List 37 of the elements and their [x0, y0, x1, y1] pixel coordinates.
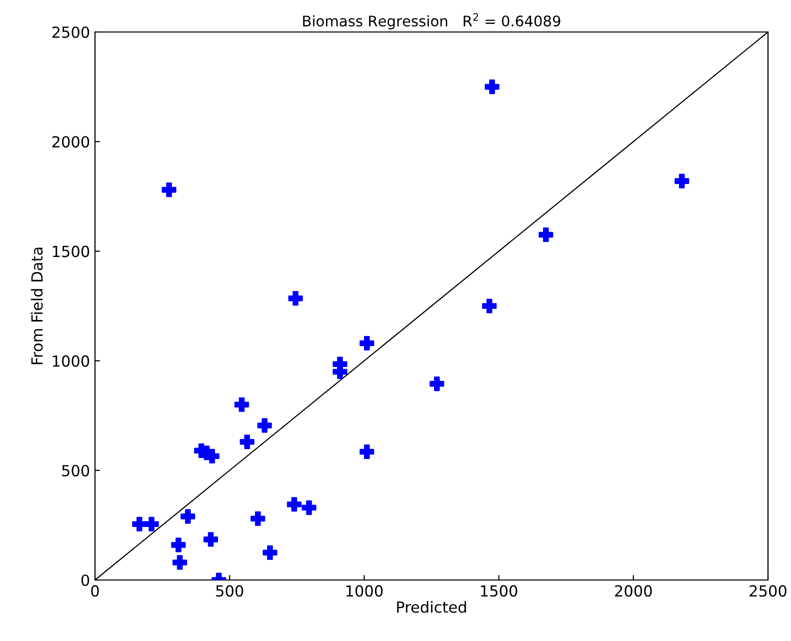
chart-title: Biomass Regression R$^{2}$ = 0.64089 — [303, 13, 560, 30]
point — [257, 418, 272, 433]
y-tick-label: 1500 — [52, 246, 90, 258]
point — [162, 182, 176, 198]
point — [360, 336, 374, 351]
point — [430, 376, 444, 392]
point — [180, 509, 196, 524]
point — [171, 538, 186, 552]
point — [286, 497, 302, 512]
y-tick-label: 0 — [81, 574, 90, 586]
point — [302, 500, 316, 515]
point — [482, 298, 497, 314]
point — [288, 291, 303, 306]
point — [484, 80, 500, 94]
x-axis-title: Predicted — [397, 601, 466, 613]
point — [538, 227, 554, 242]
point — [203, 532, 218, 547]
x-tick-label: 2000 — [615, 585, 652, 597]
point — [262, 545, 278, 560]
point — [674, 174, 690, 188]
x-tick-label: 0 — [91, 585, 99, 597]
point — [132, 516, 147, 532]
y-tick-label: 1000 — [52, 355, 90, 367]
x-tick-label: 1000 — [346, 585, 383, 597]
point — [172, 555, 188, 570]
point — [360, 444, 374, 460]
point — [250, 511, 266, 526]
point — [240, 434, 254, 450]
y-axis-title: From Field Data — [30, 248, 43, 364]
y-tick-label: 2500 — [52, 26, 90, 38]
point — [144, 516, 159, 532]
y-tick-label: 2000 — [52, 136, 90, 148]
x-tick-label: 2500 — [750, 585, 786, 597]
x-tick-label: 1500 — [481, 585, 518, 597]
x-tick-label: 500 — [216, 585, 244, 597]
point — [234, 397, 249, 412]
y-tick-label: 500 — [62, 464, 90, 476]
